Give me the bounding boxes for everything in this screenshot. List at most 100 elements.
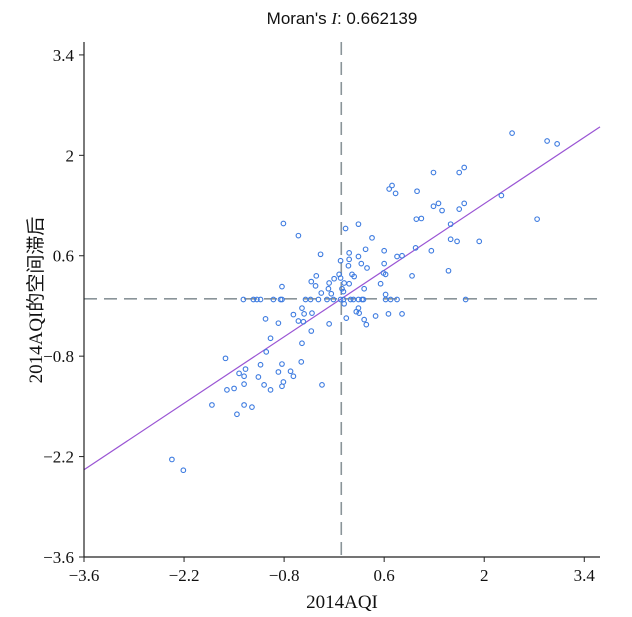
data-point — [412, 245, 419, 251]
x-tick-label: −2.2 — [169, 566, 200, 585]
data-point — [255, 374, 262, 380]
data-point — [318, 290, 325, 296]
data-point — [180, 467, 187, 474]
data-point — [337, 296, 344, 303]
x-ticks: −3.6 −2.2 −0.8 0.6 2 3.4 — [69, 557, 595, 585]
data-point — [241, 373, 247, 380]
data-point — [250, 296, 257, 303]
data-point — [439, 207, 445, 214]
data-point — [340, 288, 347, 295]
data-point — [409, 272, 415, 279]
data-point — [456, 206, 463, 212]
data-point — [346, 280, 352, 287]
data-point — [222, 355, 229, 362]
data-point — [279, 361, 285, 367]
data-point — [447, 236, 454, 243]
data-point — [331, 275, 337, 282]
data-point — [309, 310, 315, 316]
data-point — [341, 280, 347, 286]
y-tick-label: 0.6 — [53, 247, 74, 266]
data-point — [399, 252, 405, 259]
data-point — [389, 182, 395, 189]
y-tick-label: 3.4 — [53, 46, 75, 65]
data-point — [413, 216, 420, 223]
data-point — [326, 280, 332, 286]
title-value: : 0.662139 — [337, 9, 417, 28]
data-point — [355, 221, 362, 228]
data-point — [339, 285, 345, 292]
data-point — [262, 316, 269, 322]
data-point — [275, 320, 282, 327]
x-tick-label: −3.6 — [69, 566, 100, 585]
x-tick-label: 0.6 — [374, 566, 395, 585]
data-point — [324, 296, 330, 303]
data-point — [261, 382, 267, 388]
y-axis-label: 2014AQI的空间滞后 — [25, 217, 47, 384]
data-point — [476, 238, 483, 245]
data-point — [456, 169, 463, 176]
data-point — [362, 246, 369, 253]
data-point — [435, 200, 442, 207]
data-point — [169, 456, 175, 463]
data-point — [300, 318, 307, 325]
data-point — [372, 313, 379, 319]
data-point — [346, 250, 352, 256]
data-point — [343, 315, 350, 321]
data-point — [386, 186, 393, 192]
x-axis-label: 2014AQI — [306, 592, 378, 613]
data-point — [307, 296, 314, 303]
data-point — [394, 296, 400, 303]
data-point — [355, 305, 362, 311]
x-tick-label: 2 — [480, 566, 489, 585]
data-point — [392, 190, 399, 197]
data-points — [169, 130, 560, 474]
data-point — [280, 220, 287, 227]
data-point — [290, 311, 297, 318]
title-italic: I — [330, 9, 338, 28]
data-point — [381, 260, 388, 267]
data-point — [267, 387, 274, 393]
data-point — [267, 335, 274, 342]
data-point — [447, 221, 454, 228]
chart-title: Moran's I: 0.662139 — [267, 9, 418, 28]
data-point — [361, 285, 368, 292]
data-point — [377, 280, 384, 287]
data-point — [209, 402, 215, 408]
data-point — [299, 305, 305, 311]
data-point — [462, 296, 469, 303]
data-point — [231, 385, 237, 392]
data-point — [308, 328, 315, 334]
data-point — [275, 369, 282, 375]
data-point — [461, 164, 468, 171]
data-point — [312, 283, 319, 289]
data-point — [345, 262, 352, 269]
y-tick-label: 2 — [66, 146, 75, 165]
data-point — [242, 366, 249, 372]
data-point — [257, 361, 264, 368]
x-tick-label: −0.8 — [269, 566, 300, 585]
data-point — [382, 271, 389, 278]
data-point — [385, 310, 392, 317]
data-point — [461, 200, 468, 207]
data-point — [454, 238, 460, 245]
data-point — [498, 192, 505, 199]
data-point — [224, 387, 230, 393]
data-point — [337, 275, 344, 281]
data-point — [279, 283, 285, 290]
data-point — [279, 296, 285, 303]
data-point — [445, 267, 452, 274]
data-point — [325, 285, 332, 292]
data-point — [290, 373, 297, 380]
data-point — [361, 316, 368, 323]
data-point — [240, 296, 247, 303]
data-point — [319, 382, 325, 388]
data-point — [554, 141, 560, 147]
data-point — [544, 138, 550, 144]
data-point — [234, 411, 240, 418]
y-tick-label: −3.6 — [43, 548, 74, 567]
data-point — [387, 296, 394, 303]
data-point — [534, 216, 540, 223]
data-point — [414, 188, 420, 195]
data-point — [399, 310, 405, 317]
